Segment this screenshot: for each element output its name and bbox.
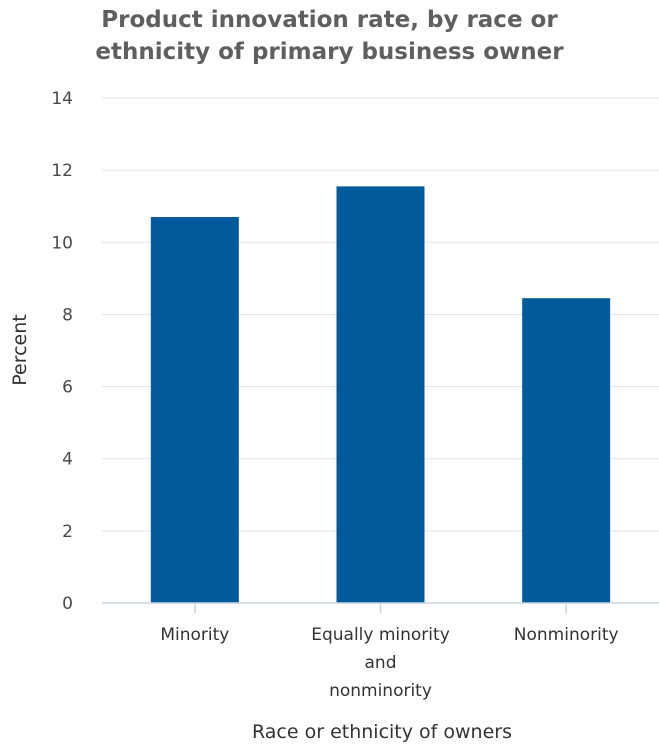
bar [522,298,611,603]
x-tick-label-line: Nonminority [514,625,619,645]
x-tick-label-line: nonminority [329,681,432,701]
bar [336,186,425,603]
x-axis-ticks: Minority Equally minority and nonminority No… [160,603,619,701]
chart-title-line-1: Product innovation rate, by race or [101,7,558,33]
x-tick-label-line: Minority [160,625,229,645]
y-tick-label: 12 [51,161,73,181]
y-tick-label: 6 [62,378,73,398]
x-tick-label: Minority [160,625,229,645]
y-tick-label: 4 [62,450,73,470]
y-tick-label: 0 [62,594,73,614]
x-tick-label: Equally minority and nonminority [311,625,450,701]
x-tick-label: Nonminority [514,625,619,645]
y-axis-ticks: 0 2 4 6 8 10 12 14 [51,89,73,614]
x-axis-label: Race or ethnicity of owners [252,721,512,743]
y-tick-label: 10 [51,233,73,253]
chart-title-line-2: ethnicity of primary business owner [95,39,564,65]
x-tick-label-line: Equally minority [311,625,450,645]
chart-title: Product innovation rate, by race or ethn… [0,4,659,68]
y-tick-label: 2 [62,522,73,542]
bar [150,217,239,604]
bars [150,186,611,604]
x-tick-label-line: and [365,653,397,673]
y-tick-label: 8 [62,305,73,325]
y-tick-label: 14 [51,89,73,109]
y-axis-label: Percent [9,314,31,386]
